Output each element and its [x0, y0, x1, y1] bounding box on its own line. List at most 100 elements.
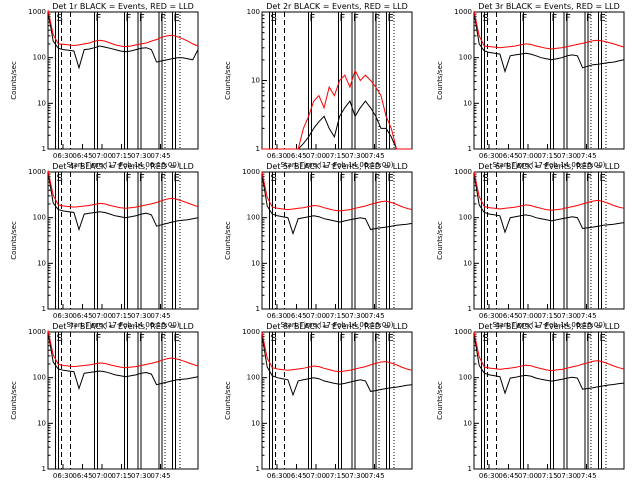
- x-tick-label: 06:30: [53, 312, 73, 320]
- x-tick-label: 06:30: [267, 152, 287, 160]
- x-tick-label: 07:30: [557, 472, 577, 480]
- x-tick-label: 07:45: [576, 152, 596, 160]
- lld-series-line: [47, 330, 199, 369]
- flag-letter: F: [126, 13, 132, 24]
- flag-letter: F: [353, 173, 359, 184]
- flag-letter: F: [552, 333, 558, 344]
- x-tick-label: 07:15: [111, 152, 131, 160]
- y-tick-label: 10: [37, 259, 46, 267]
- flag-letter: S: [271, 333, 277, 344]
- x-tick-label: 06:30: [479, 312, 499, 320]
- events-series-line: [47, 171, 199, 232]
- panel-title: Det 3r BLACK = Events, RED = LLD: [478, 2, 620, 11]
- events-series-line: [473, 172, 625, 234]
- x-tick-label: 06:45: [286, 152, 306, 160]
- y-tick-label: 10: [37, 99, 46, 107]
- flag-letter: E: [174, 173, 180, 184]
- x-tick-label: 07:00: [306, 472, 326, 480]
- lld-series-line: [473, 171, 625, 211]
- y-tick-label: 100: [459, 214, 472, 222]
- y-tick-label: 1: [42, 465, 46, 473]
- x-tick-label: 07:00: [92, 152, 112, 160]
- flag-letter: F: [340, 173, 346, 184]
- x-tick-label: 06:45: [72, 472, 92, 480]
- flag-letter: E: [388, 13, 394, 24]
- x-tick-label: 07:00: [518, 312, 538, 320]
- x-tick-label: 07:00: [518, 152, 538, 160]
- flag-letter: S: [483, 333, 489, 344]
- lld-series-line: [473, 10, 625, 50]
- y-tick-label: 100: [33, 214, 46, 222]
- y-tick-label: 1000: [454, 8, 472, 16]
- flag-letter: F: [139, 13, 145, 24]
- y-axis-label: Counts/sec: [10, 61, 18, 100]
- y-axis-label: Counts/sec: [436, 221, 444, 260]
- flag-letter: F: [126, 173, 132, 184]
- y-tick-label: 100: [247, 374, 260, 382]
- y-tick-label: 100: [459, 54, 472, 62]
- flag-letter: F: [374, 13, 380, 24]
- x-tick-label: 06:45: [286, 472, 306, 480]
- flag-letter: F: [96, 13, 102, 24]
- y-tick-label: 1000: [454, 328, 472, 336]
- x-tick-label: 06:45: [286, 312, 306, 320]
- x-tick-label: 07:45: [150, 472, 170, 480]
- x-tick-label: 07:15: [111, 312, 131, 320]
- flag-letter: F: [374, 173, 380, 184]
- flag-letter: F: [139, 173, 145, 184]
- y-tick-label: 100: [459, 374, 472, 382]
- flag-letter: F: [310, 13, 316, 24]
- lld-series-line: [261, 171, 413, 212]
- flag-letter: S: [271, 173, 277, 184]
- flag-letter: F: [565, 333, 571, 344]
- x-tick-label: 07:15: [537, 472, 557, 480]
- x-tick-label: 06:30: [479, 472, 499, 480]
- flag-letter: S: [271, 13, 277, 24]
- plot-frame: [47, 331, 199, 470]
- flag-letter: F: [522, 13, 528, 24]
- y-tick-label: 100: [247, 8, 260, 16]
- x-tick-label: 07:45: [576, 472, 596, 480]
- x-tick-label: 07:45: [150, 312, 170, 320]
- lld-series-line: [47, 170, 199, 209]
- flag-letter: F: [310, 333, 316, 344]
- flag-letter: F: [552, 173, 558, 184]
- y-tick-label: 100: [33, 374, 46, 382]
- flag-letter: F: [139, 333, 145, 344]
- x-axis-label: Start Time (17-Feb-14 06:16:00): [280, 321, 393, 329]
- lld-series-line: [262, 69, 412, 150]
- x-tick-label: 07:30: [131, 312, 151, 320]
- y-tick-label: 1: [256, 305, 260, 313]
- flag-letter: F: [160, 333, 166, 344]
- y-tick-label: 10: [463, 419, 472, 427]
- x-tick-label: 07:45: [364, 472, 384, 480]
- x-tick-label: 06:30: [267, 472, 287, 480]
- y-tick-label: 1: [256, 145, 260, 153]
- x-tick-label: 07:15: [537, 312, 557, 320]
- y-tick-label: 10: [37, 419, 46, 427]
- x-axis-label: Start Time (17-Feb-14 06:16:00): [66, 321, 179, 329]
- flag-letter: F: [160, 13, 166, 24]
- x-tick-label: 06:30: [267, 312, 287, 320]
- y-tick-label: 1: [256, 465, 260, 473]
- y-tick-label: 1000: [242, 168, 260, 176]
- x-tick-label: 07:15: [325, 152, 345, 160]
- flag-letter: F: [96, 173, 102, 184]
- flag-letter: E: [174, 13, 180, 24]
- flag-letter: E: [388, 173, 394, 184]
- x-tick-label: 06:45: [498, 152, 518, 160]
- y-tick-label: 100: [33, 54, 46, 62]
- y-tick-label: 1: [42, 145, 46, 153]
- panel-det-9: Det 9r BLACK = Events, RED = LLD 1 10 100 10…: [436, 322, 625, 480]
- flag-letter: F: [586, 333, 592, 344]
- x-tick-label: 07:30: [345, 472, 365, 480]
- panel-det-7: Det 7r BLACK = Events, RED = LLD 1 10 100 10…: [10, 322, 199, 480]
- plot-frame: [473, 331, 625, 470]
- flag-letter: F: [586, 173, 592, 184]
- flag-letter: E: [174, 333, 180, 344]
- flag-letter: F: [552, 13, 558, 24]
- x-tick-label: 07:00: [92, 312, 112, 320]
- flag-letter: S: [483, 13, 489, 24]
- flag-letter: F: [160, 173, 166, 184]
